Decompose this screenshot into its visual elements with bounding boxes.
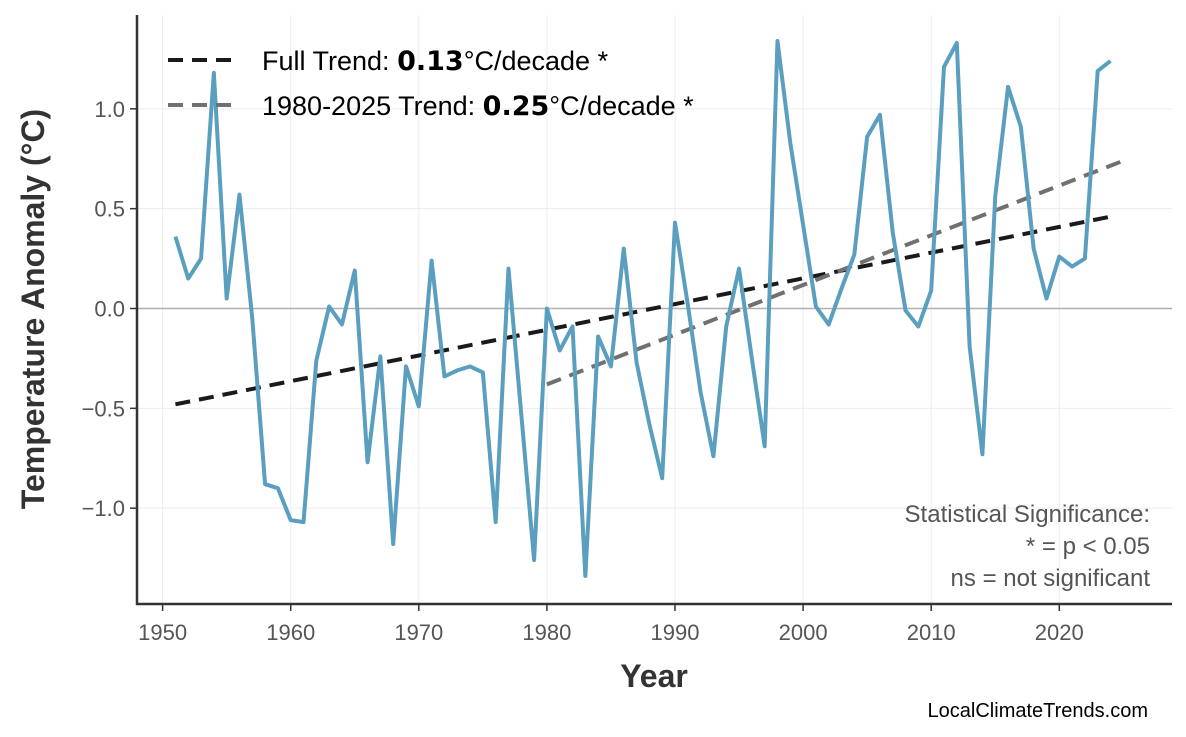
watermark: LocalClimateTrends.com — [928, 700, 1148, 722]
y-ticks: −1.0 −0.5 0.0 0.5 1.0 — [82, 97, 137, 521]
significance-note-line: * = p < 0.05 — [1026, 533, 1150, 560]
x-tick-label: 1960 — [266, 620, 315, 645]
axes — [135, 15, 1172, 606]
y-tick-label: 0.0 — [94, 297, 125, 322]
y-tick-label: 1.0 — [94, 97, 125, 122]
full-trend-line — [175, 214, 1111, 407]
significance-note-line: ns = not significant — [951, 565, 1151, 592]
y-axis-title: Temperature Anomaly (°C) — [15, 109, 51, 509]
legend: Full Trend: 0.13°C/decade * 1980-2025 Tre… — [168, 46, 694, 122]
x-tick-label: 2010 — [907, 620, 956, 645]
y-tick-label: −1.0 — [82, 496, 125, 521]
x-ticks: 1950 1960 1970 1980 1990 2000 2010 2020 — [138, 604, 1084, 645]
y-tick-label: 0.5 — [94, 197, 125, 222]
y-tick-label: −0.5 — [82, 396, 125, 421]
x-tick-label: 1950 — [138, 620, 187, 645]
x-tick-label: 1970 — [394, 620, 443, 645]
x-tick-label: 2000 — [779, 620, 828, 645]
anomaly-points — [175, 40, 1111, 577]
legend-label: 1980-2025 Trend: 0.25°C/decade * — [262, 91, 694, 122]
x-tick-label: 1990 — [651, 620, 700, 645]
x-tick-label: 2020 — [1035, 620, 1084, 645]
legend-label: Full Trend: 0.13°C/decade * — [262, 46, 609, 77]
significance-note: Statistical Significance: * = p < 0.05 ns … — [905, 501, 1151, 592]
significance-note-line: Statistical Significance: — [905, 501, 1150, 528]
x-tick-label: 1980 — [522, 620, 571, 645]
x-axis-title: Year — [620, 658, 688, 694]
anomaly-series-line — [173, 38, 1112, 579]
